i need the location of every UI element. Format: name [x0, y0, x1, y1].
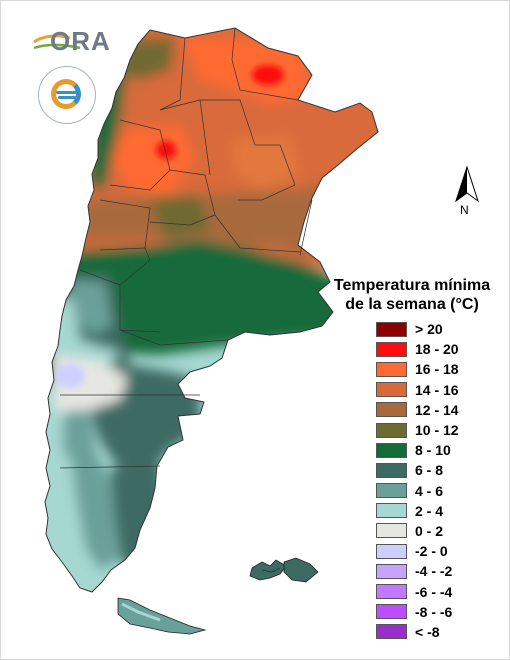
legend-swatch: [376, 584, 407, 600]
malvinas-islands: [249, 557, 319, 583]
legend-swatch: [376, 523, 407, 539]
legend-row: < -8: [376, 622, 459, 642]
legend-row: > 20: [376, 319, 459, 339]
legend-row: -2 - 0: [376, 541, 459, 561]
legend-row: 8 - 10: [376, 440, 459, 460]
legend-row: -6 - -4: [376, 581, 459, 601]
legend-label: 18 - 20: [415, 341, 459, 358]
legend-swatch: [376, 503, 407, 519]
legend-label: -2 - 0: [415, 543, 448, 560]
legend: > 20 18 - 20 16 - 18 14 - 16 12 - 14 10 - 12 8…: [376, 319, 459, 642]
logo-text: ORA: [50, 26, 111, 56]
legend-swatch: [376, 624, 407, 640]
legend-label: 14 - 16: [415, 381, 459, 398]
legend-row: 18 - 20: [376, 339, 459, 359]
legend-swatch: [376, 422, 407, 438]
logo-swoosh: [33, 34, 81, 50]
legend-swatch: [376, 563, 407, 579]
legend-label: -6 - -4: [415, 583, 453, 600]
legend-swatch: [376, 483, 407, 499]
seal-wave-icon: [58, 96, 76, 99]
legend-row: 16 - 18: [376, 359, 459, 379]
legend-label: < -8: [415, 623, 440, 640]
legend-label: 16 - 18: [415, 361, 459, 378]
legend-row: 12 - 14: [376, 400, 459, 420]
legend-label: 4 - 6: [415, 482, 444, 499]
legend-swatch: [376, 321, 407, 337]
legend-row: 10 - 12: [376, 420, 459, 440]
legend-row: 14 - 16: [376, 380, 459, 400]
legend-swatch: [376, 442, 407, 458]
legend-row: -8 - -6: [376, 602, 459, 622]
legend-row: 0 - 2: [376, 521, 459, 541]
legend-swatch: [376, 361, 407, 377]
legend-swatch: [376, 543, 407, 559]
legend-row: -4 - -2: [376, 561, 459, 581]
legend-title: Temperatura mínima de la semana (°C): [333, 277, 491, 313]
north-label: N: [460, 203, 469, 217]
legend-label: > 20: [415, 321, 443, 338]
legend-label: 10 - 12: [415, 422, 459, 439]
seal-emblem-icon: [51, 79, 81, 109]
tierra-del-fuego: [117, 597, 207, 635]
legend-swatch: [376, 604, 407, 620]
legend-row: 2 - 4: [376, 501, 459, 521]
legend-label: 2 - 4: [415, 502, 444, 519]
legend-label: 12 - 14: [415, 401, 459, 418]
legend-label: -4 - -2: [415, 563, 453, 580]
legend-row: 4 - 6: [376, 481, 459, 501]
legend-row: 6 - 8: [376, 460, 459, 480]
province-borders: [44, 27, 379, 593]
seal-wave-icon: [56, 91, 78, 94]
legend-swatch: [376, 341, 407, 357]
smn-seal-logo: [38, 66, 96, 124]
legend-swatch: [376, 382, 407, 398]
legend-swatch: [376, 402, 407, 418]
legend-label: 8 - 10: [415, 442, 451, 459]
legend-label: 6 - 8: [415, 462, 444, 479]
legend-label: -8 - -6: [415, 603, 453, 620]
legend-label: 0 - 2: [415, 522, 444, 539]
north-arrow-icon: [455, 165, 479, 203]
legend-swatch: [376, 462, 407, 478]
